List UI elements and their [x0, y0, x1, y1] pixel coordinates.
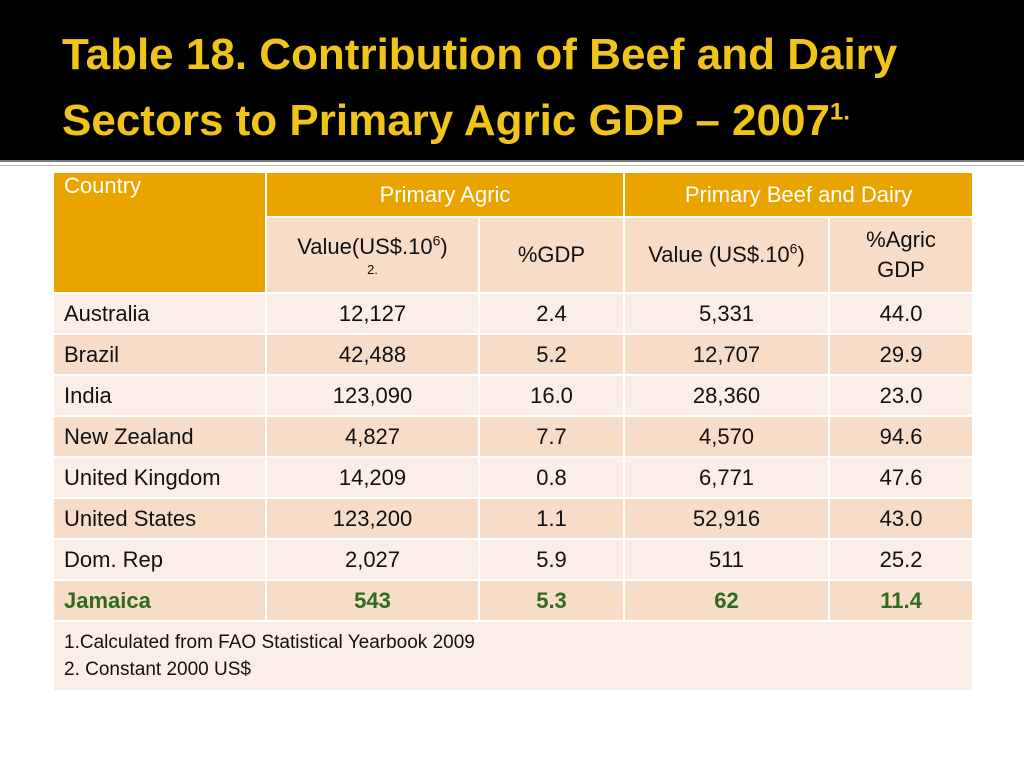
cell-country: United Kingdom — [52, 456, 267, 499]
cell-pa-value: 4,827 — [265, 415, 480, 458]
cell-bd-gdp: 47.6 — [828, 456, 975, 499]
table-row: Dom. Rep 2,027 5.9 511 25.2 — [52, 538, 975, 581]
cell-bd-gdp: 43.0 — [828, 497, 975, 540]
title-divider-thin — [0, 165, 1024, 166]
cell-pa-gdp: 5.2 — [477, 333, 626, 376]
cell-bd-value: 511 — [623, 538, 831, 581]
table-row: United States 123,200 1.1 52,916 43.0 — [52, 497, 975, 540]
slide-title-footnote-mark: 1. — [829, 98, 850, 126]
cell-bd-value: 12,707 — [623, 333, 831, 376]
header-bd-value-close: ) — [797, 242, 805, 267]
cell-country: Australia — [52, 292, 267, 335]
cell-pa-gdp: 2.4 — [477, 292, 626, 335]
cell-country: New Zealand — [52, 415, 267, 458]
cell-pa-gdp: 7.7 — [477, 415, 626, 458]
slide-title-line-1: Table 18. Contribution of Beef and Dairy — [62, 30, 898, 79]
slide-title-line-2: Sectors to Primary Agric GDP – 20071. — [62, 88, 1002, 154]
header-pa-value-text: Value(US$.10 — [297, 234, 433, 259]
cell-bd-value: 52,916 — [623, 497, 831, 540]
cell-bd-gdp: 11.4 — [828, 579, 975, 622]
cell-pa-value: 12,127 — [265, 292, 480, 335]
cell-bd-gdp: 29.9 — [828, 333, 975, 376]
table-row: United Kingdom 14,209 0.8 6,771 47.6 — [52, 456, 975, 499]
header-pa-value-note: 2. — [367, 262, 378, 277]
header-pa-value-close: ) — [440, 234, 448, 259]
cell-country: Dom. Rep — [52, 538, 267, 581]
cell-pa-gdp: 16.0 — [477, 374, 626, 417]
table-row: Australia 12,127 2.4 5,331 44.0 — [52, 292, 975, 335]
footnote-1: 1.Calculated from FAO Statistical Yearbo… — [64, 632, 475, 653]
cell-pa-value: 123,090 — [265, 374, 480, 417]
cell-bd-value: 62 — [623, 579, 831, 622]
contribution-table: Country Primary Agric Primary Beef and D… — [51, 171, 975, 692]
table-header-row-1: Country Primary Agric Primary Beef and D… — [52, 171, 975, 294]
cell-pa-gdp: 1.1 — [477, 497, 626, 540]
cell-pa-gdp: 5.9 — [477, 538, 626, 581]
cell-country: Jamaica — [52, 579, 267, 622]
table-row: Brazil 42,488 5.2 12,707 29.9 — [52, 333, 975, 376]
slide-title: Table 18. Contribution of Beef and Dairy… — [62, 22, 1002, 154]
table-header-row-2: Value(US$.106) 2. %GDP Value (US$.106) %A… — [53, 216, 975, 294]
cell-pa-value: 2,027 — [265, 538, 480, 581]
cell-country: United States — [52, 497, 267, 540]
cell-pa-value: 14,209 — [265, 456, 480, 499]
header-primary-beef-dairy: Primary Beef and Dairy — [623, 171, 975, 218]
header-bd-value-exp: 6 — [789, 240, 798, 257]
cell-bd-gdp: 94.6 — [828, 415, 975, 458]
cell-pa-value: 42,488 — [265, 333, 480, 376]
cell-bd-value: 6,771 — [623, 456, 831, 499]
header-country: Country — [52, 171, 267, 294]
footnote-2: 2. Constant 2000 US$ — [64, 659, 251, 680]
table-row-highlighted: Jamaica 543 5.3 62 11.4 — [52, 579, 975, 622]
header-pa-value: Value(US$.106) 2. — [265, 216, 480, 294]
cell-pa-gdp: 5.3 — [477, 579, 626, 622]
cell-pa-gdp: 0.8 — [477, 456, 626, 499]
header-bd-gdp: %Agric GDP — [828, 216, 975, 294]
header-pa-gdp: %GDP — [477, 216, 626, 294]
slide-title-line-2-text: Sectors to Primary Agric GDP – 2007 — [62, 96, 830, 145]
cell-bd-gdp: 23.0 — [828, 374, 975, 417]
cell-bd-gdp: 44.0 — [828, 292, 975, 335]
cell-bd-value: 28,360 — [623, 374, 831, 417]
cell-bd-value: 5,331 — [623, 292, 831, 335]
title-bar: Table 18. Contribution of Beef and Dairy… — [0, 0, 1024, 160]
table-notes-row: 1.Calculated from FAO Statistical Yearbo… — [51, 620, 975, 692]
table-notes: 1.Calculated from FAO Statistical Yearbo… — [51, 620, 975, 692]
header-bd-value: Value (US$.106) — [623, 216, 831, 294]
header-primary-agric: Primary Agric — [264, 171, 626, 218]
cell-bd-gdp: 25.2 — [828, 538, 975, 581]
cell-country: India — [52, 374, 267, 417]
cell-country: Brazil — [52, 333, 267, 376]
table-row: India 123,090 16.0 28,360 23.0 — [52, 374, 975, 417]
cell-pa-value: 123,200 — [265, 497, 480, 540]
title-divider — [0, 160, 1024, 162]
cell-pa-value: 543 — [265, 579, 480, 622]
table-row: New Zealand 4,827 7.7 4,570 94.6 — [52, 415, 975, 458]
header-bd-value-text: Value (US$.10 — [648, 242, 790, 267]
cell-bd-value: 4,570 — [623, 415, 831, 458]
header-pa-value-exp: 6 — [432, 232, 441, 249]
